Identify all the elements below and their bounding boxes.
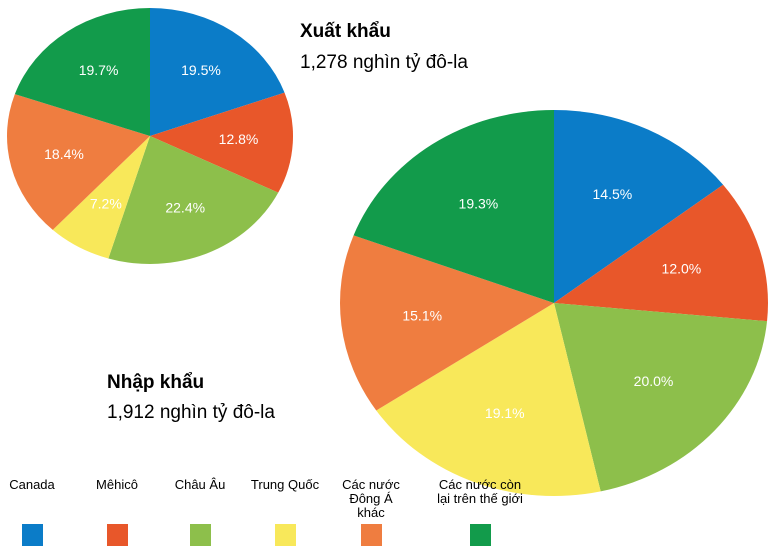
- data-label: 19.7%: [79, 62, 119, 78]
- legend-swatch: [275, 524, 296, 546]
- data-label: 7.2%: [90, 196, 122, 212]
- pie-slice: [376, 303, 601, 496]
- legend-swatch: [190, 524, 211, 546]
- pie-slice: [554, 303, 768, 492]
- legend-swatch: [107, 524, 128, 546]
- chart-title: Nhập khẩu: [107, 372, 204, 393]
- legend-label: Trung Quốc: [250, 477, 320, 492]
- legend-label: Châu Âu: [174, 477, 226, 492]
- pie-slice: [340, 235, 554, 411]
- pie-slice: [52, 136, 151, 259]
- data-label: 19.1%: [485, 405, 525, 421]
- chart-subtitle: 1,912 nghìn tỷ đô-la: [107, 402, 275, 423]
- chart-subtitle: 1,278 nghìn tỷ đô-la: [300, 52, 468, 73]
- data-label: 14.5%: [593, 186, 633, 202]
- legend-label: Mêhicô: [96, 477, 138, 492]
- pie-slice: [554, 110, 724, 303]
- legend-swatch: [22, 524, 43, 546]
- data-label: 19.3%: [459, 195, 499, 211]
- data-label: 12.8%: [219, 131, 259, 147]
- pie-slice: [554, 184, 768, 322]
- data-label: 19.5%: [181, 62, 221, 78]
- pie-slice: [353, 110, 554, 303]
- data-label: 12.0%: [662, 260, 702, 276]
- legend-label: Các nước còn lại trên thế giới: [437, 477, 523, 506]
- legend-swatch: [470, 524, 491, 546]
- pie-slice: [150, 92, 293, 193]
- legend-swatch: [361, 524, 382, 546]
- legend-label: Các nước Đông Á khác: [342, 477, 400, 520]
- pie-slice: [150, 8, 285, 136]
- data-label: 20.0%: [634, 373, 674, 389]
- pie-slice: [108, 136, 279, 264]
- pie-slice: [14, 8, 150, 136]
- data-label: 18.4%: [44, 146, 84, 162]
- data-label: 22.4%: [165, 200, 205, 216]
- pie-slice: [6, 94, 151, 230]
- data-label: 15.1%: [402, 308, 442, 324]
- legend-label: Canada: [9, 477, 55, 492]
- chart-title: Xuất khẩu: [300, 21, 391, 42]
